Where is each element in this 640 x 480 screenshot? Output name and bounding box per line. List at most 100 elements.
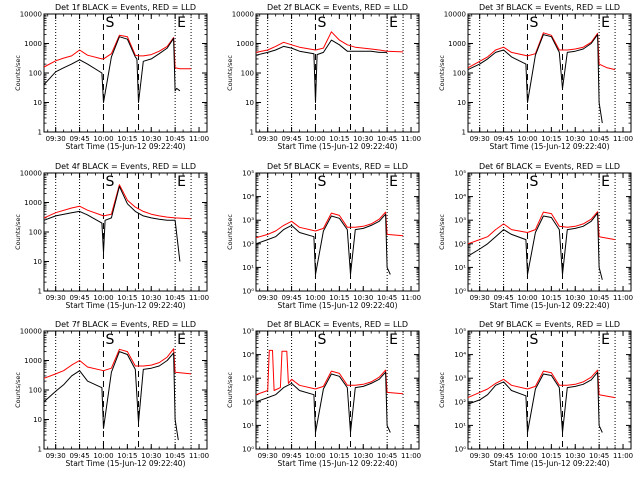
x-tick-label: 09:45	[493, 294, 513, 302]
x-tick-label: 10:00	[305, 452, 325, 460]
y-tick-label: 10²	[454, 398, 466, 406]
x-axis-label: Start Time (15-Jun-12 09:22:40)	[278, 459, 398, 468]
start-marker-label: S	[317, 174, 326, 190]
chart-title: Det 6f BLACK = Events, RED = LLD	[479, 162, 620, 171]
events-series-line	[43, 351, 179, 441]
start-marker-label: S	[317, 332, 326, 348]
x-axis-label: Start Time (15-Jun-12 09:22:40)	[278, 301, 398, 310]
y-axis-label: Counts/sec	[438, 372, 446, 408]
y-tick-label: 10¹	[242, 264, 254, 272]
x-tick-label: 09:45	[69, 135, 89, 143]
y-tick-label: 10²	[242, 240, 254, 248]
end-marker-label: E	[389, 15, 398, 31]
start-marker-label: S	[529, 332, 538, 348]
y-tick-label: 10¹	[454, 264, 466, 272]
x-axis-label: Start Time (15-Jun-12 09:22:40)	[490, 459, 610, 468]
y-tick-label: 10	[457, 99, 466, 107]
plot-frame	[43, 13, 208, 133]
x-tick-label: 09:30	[258, 294, 278, 302]
x-tick-label: 11:00	[189, 135, 209, 143]
x-tick-label: 09:30	[46, 135, 66, 143]
y-tick-label: 10⁵	[454, 328, 466, 336]
y-tick-label: 10000	[20, 11, 42, 19]
x-tick-label: 11:00	[613, 294, 633, 302]
x-tick-label: 10:30	[141, 452, 161, 460]
y-tick-label: 10⁰	[242, 446, 254, 454]
lld-series-line	[255, 31, 404, 53]
events-series-line	[43, 185, 181, 262]
lld-series-line	[43, 348, 192, 379]
end-marker-label: E	[177, 332, 186, 348]
y-axis-label: Counts/sec	[14, 372, 22, 408]
x-tick-label: 09:30	[470, 452, 490, 460]
x-axis-label: Start Time (15-Jun-12 09:22:40)	[490, 301, 610, 310]
lld-series-line	[467, 211, 616, 245]
start-marker-label: S	[529, 15, 538, 31]
x-tick-label: 10:00	[305, 135, 325, 143]
plot-frame	[467, 13, 632, 133]
x-tick-label: 09:45	[493, 452, 513, 460]
y-tick-label: 10⁵	[242, 328, 254, 336]
x-tick-label: 11:00	[189, 294, 209, 302]
y-tick-label: 100	[29, 229, 42, 237]
x-tick-label: 10:00	[93, 452, 113, 460]
x-tick-label: 10:45	[377, 452, 397, 460]
x-tick-label: 09:30	[258, 452, 278, 460]
events-series-line	[467, 34, 603, 124]
y-tick-label: 1000	[24, 199, 42, 207]
x-tick-label: 09:30	[258, 135, 278, 143]
chart-title: Det 3f BLACK = Events, RED = LLD	[479, 3, 620, 12]
y-tick-label: 10²	[454, 240, 466, 248]
lld-series-line	[467, 369, 616, 399]
y-axis-label: Counts/sec	[438, 214, 446, 250]
x-tick-label: 11:00	[401, 294, 421, 302]
x-tick-label: 10:45	[589, 135, 609, 143]
y-tick-label: 10⁰	[454, 446, 466, 454]
y-tick-label: 10⁴	[242, 193, 254, 201]
x-tick-label: 11:00	[189, 452, 209, 460]
x-tick-label: 10:45	[165, 452, 185, 460]
plot-frame	[255, 330, 420, 450]
x-tick-label: 10:00	[93, 294, 113, 302]
x-tick-label: 10:30	[353, 452, 373, 460]
x-tick-label: 10:15	[329, 452, 349, 460]
plot-frame	[467, 172, 632, 292]
lld-series-line	[43, 34, 192, 70]
lld-series-line	[255, 349, 404, 396]
y-tick-label: 1	[38, 129, 42, 137]
chart-title: Det 7f BLACK = Events, RED = LLD	[55, 320, 196, 329]
y-axis-label: Counts/sec	[226, 372, 234, 408]
y-tick-label: 10	[33, 258, 42, 266]
end-marker-label: E	[389, 174, 398, 190]
y-tick-label: 100	[453, 70, 466, 78]
y-tick-label: 100	[241, 70, 254, 78]
y-axis-label: Counts/sec	[226, 55, 234, 91]
y-tick-label: 10³	[454, 375, 466, 383]
y-tick-label: 10	[33, 99, 42, 107]
y-tick-label: 10³	[242, 375, 254, 383]
y-tick-label: 10000	[20, 328, 42, 336]
y-tick-label: 10¹	[454, 422, 466, 430]
x-tick-label: 10:15	[541, 294, 561, 302]
x-tick-label: 09:45	[493, 135, 513, 143]
start-marker-label: S	[105, 15, 114, 31]
end-marker-label: E	[601, 174, 610, 190]
panel-det-9f: Det 9f BLACK = Events, RED = LLD S E 10⁰ 10¹…	[438, 320, 633, 468]
chart-title: Det 5f BLACK = Events, RED = LLD	[267, 162, 408, 171]
chart-title: Det 4f BLACK = Events, RED = LLD	[55, 162, 196, 171]
x-tick-label: 09:30	[470, 294, 490, 302]
x-tick-label: 10:00	[93, 135, 113, 143]
events-series-line	[43, 36, 181, 103]
lld-series-line	[255, 211, 404, 239]
x-tick-label: 10:45	[165, 135, 185, 143]
x-tick-label: 10:15	[117, 294, 137, 302]
end-marker-label: E	[389, 332, 398, 348]
end-marker-label: E	[601, 332, 610, 348]
x-tick-label: 09:45	[69, 452, 89, 460]
y-tick-label: 1	[250, 129, 254, 137]
panel-det-6f: Det 6f BLACK = Events, RED = LLD S E 10⁰ 10¹…	[438, 162, 633, 310]
x-tick-label: 10:45	[377, 135, 397, 143]
events-series-line	[467, 212, 603, 280]
y-tick-label: 1000	[236, 40, 254, 48]
y-tick-label: 10⁴	[454, 193, 466, 201]
